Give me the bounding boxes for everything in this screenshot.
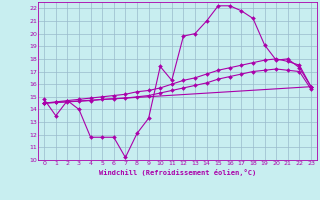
X-axis label: Windchill (Refroidissement éolien,°C): Windchill (Refroidissement éolien,°C) — [99, 169, 256, 176]
